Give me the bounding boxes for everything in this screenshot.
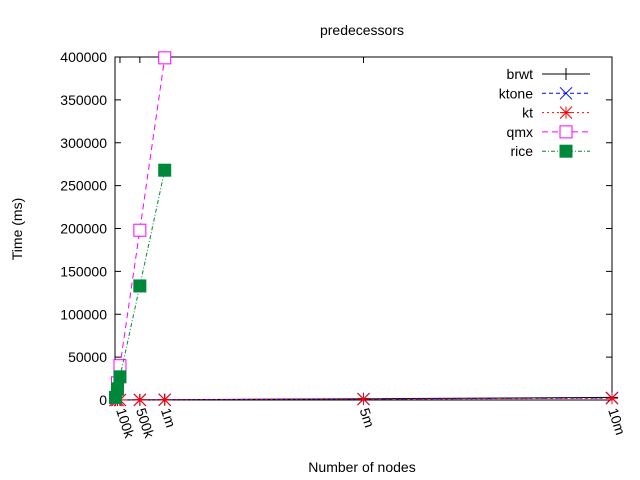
legend-marker-kt [559, 106, 573, 119]
legend-marker-brwt [560, 68, 572, 80]
y-tick-label-8: 400000 [60, 49, 107, 65]
point-kt-6 [605, 391, 619, 405]
x-axis-label: Number of nodes [308, 459, 415, 475]
x-tick-label-2: 1m [158, 406, 179, 429]
point-kt-4 [158, 393, 172, 407]
point-qmx-3 [133, 223, 147, 237]
point-qmx-4 [158, 51, 172, 65]
y-tick-label-6: 300000 [60, 135, 107, 151]
y-tick-label-7: 350000 [60, 92, 107, 108]
series-rice [108, 163, 172, 404]
legend-marker-ktone [559, 86, 573, 100]
y-tick-label-3: 150000 [60, 263, 107, 279]
y-axis-label: Time (ms) [9, 198, 25, 260]
legend-marker-qmx [559, 125, 573, 139]
legend-label-ktone: ktone [499, 85, 533, 101]
legend: brwt ktone kt qmx rice [499, 66, 590, 159]
point-kt-5 [357, 392, 370, 406]
y-tick-label-0: 0 [99, 392, 107, 408]
point-rice-3 [133, 279, 147, 293]
y-tick-label-1: 50000 [68, 349, 107, 365]
point-kt-3 [133, 393, 147, 407]
legend-label-kt: kt [522, 105, 533, 121]
point-rice-2 [113, 370, 127, 384]
legend-label-rice: rice [510, 143, 533, 159]
legend-label-brwt: brwt [507, 66, 534, 82]
point-rice-4 [158, 163, 172, 177]
legend-label-qmx: qmx [507, 124, 533, 140]
plot-frame [114, 56, 613, 401]
x-tick-label-1: 500k [133, 406, 158, 441]
y-tick-label-4: 200000 [60, 221, 107, 237]
y-tick-label-5: 250000 [60, 178, 107, 194]
legend-marker-rice [559, 144, 573, 158]
x-tick-label-4: 10m [605, 406, 629, 437]
y-tick-label-2: 100000 [60, 306, 107, 322]
point-rice-1 [110, 382, 124, 396]
x-tick-label-3: 5m [357, 406, 378, 429]
series-qmx [108, 51, 172, 404]
chart-title: predecessors [320, 22, 404, 38]
point-qmx-2 [113, 359, 127, 373]
